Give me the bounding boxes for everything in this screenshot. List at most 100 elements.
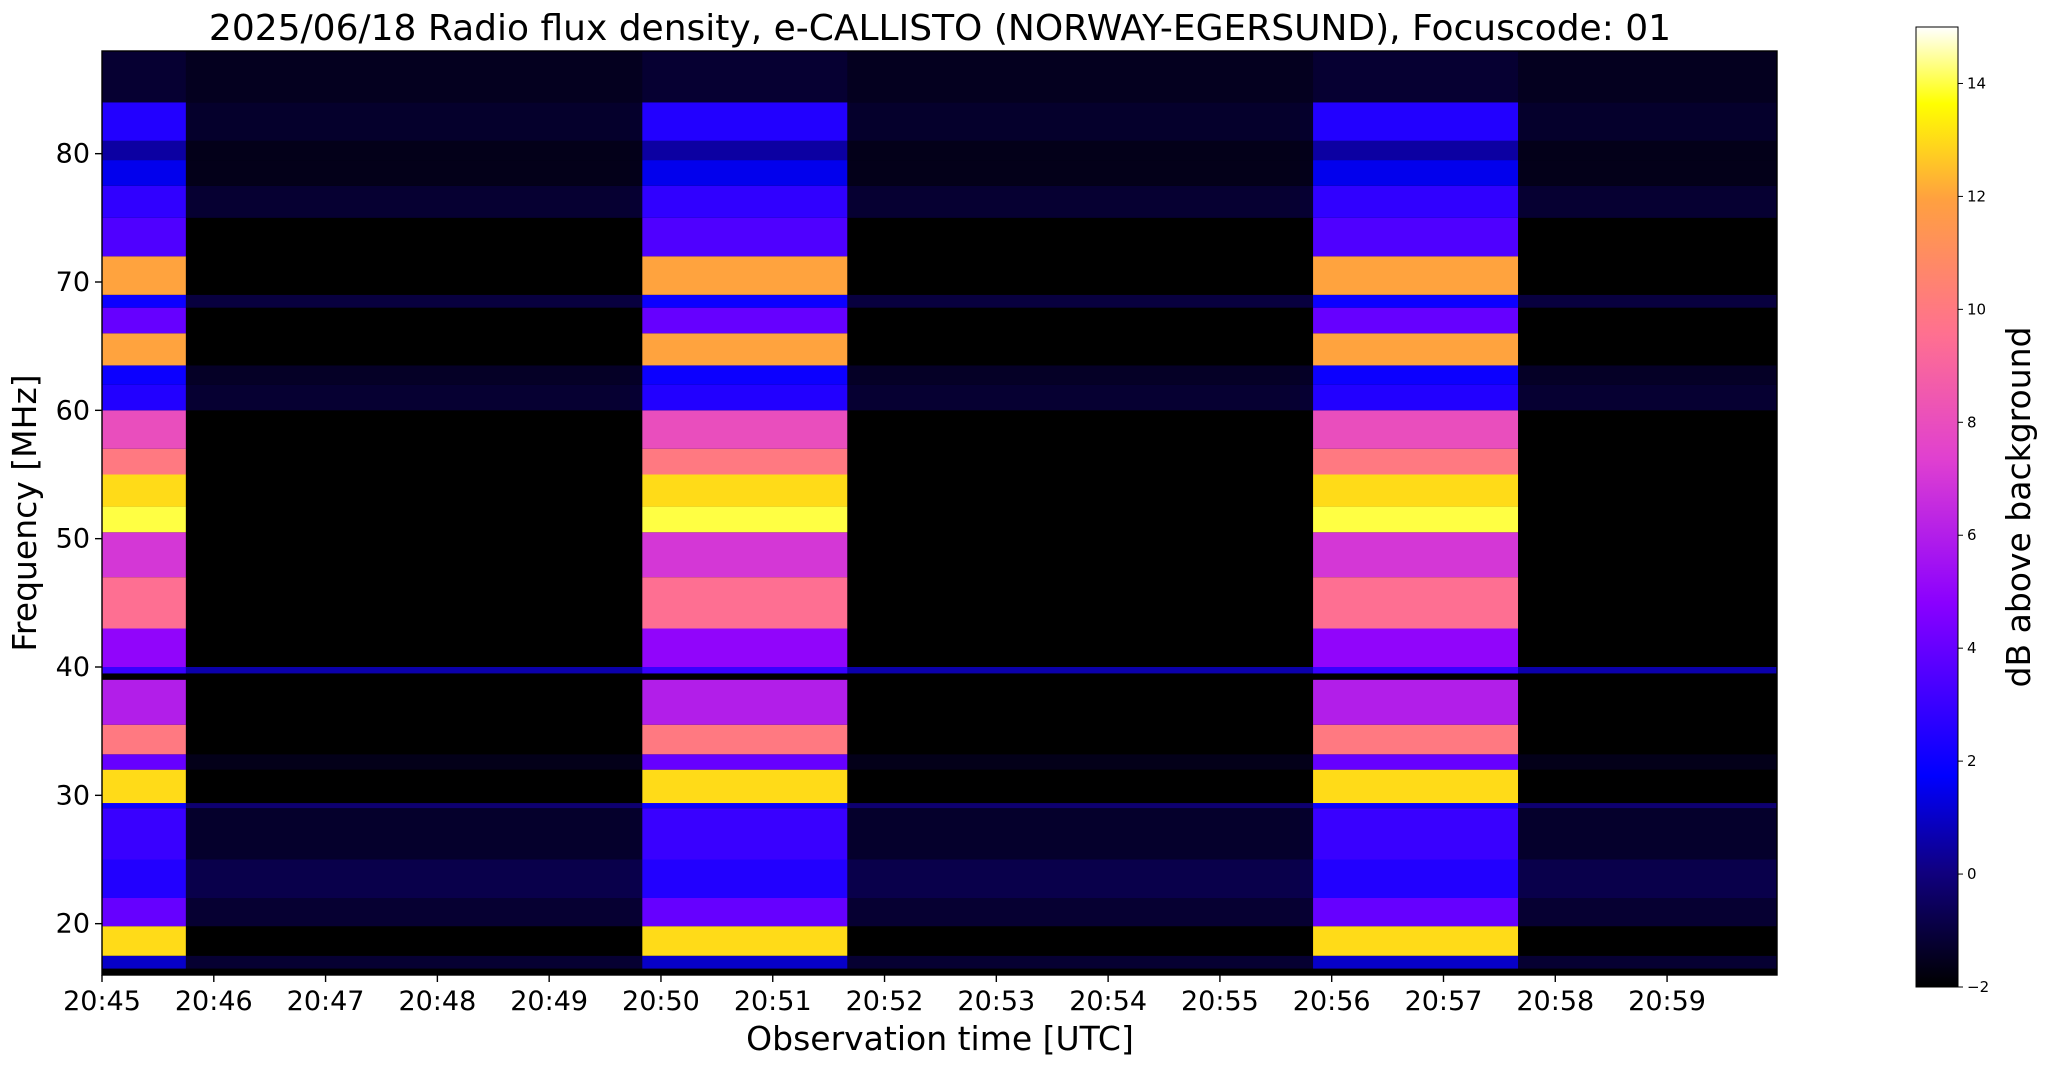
chart-title: 2025/06/18 Radio flux density, e-CALLIST… <box>209 8 1671 49</box>
colorbar-tick-label: 10 <box>1967 300 1986 318</box>
y-tick-label: 70 <box>56 267 90 298</box>
heatmap-cell-interval-0-band-1 <box>102 926 186 956</box>
heatmap-cell-interval-1-band-10 <box>642 667 848 674</box>
heatmap-cell-interval-1-band-0 <box>642 955 848 969</box>
heatmap-cell-interval-0-band-18 <box>102 384 186 411</box>
heatmap-band-background-15 <box>102 474 1777 507</box>
heatmap-cell-interval-1-band-16 <box>642 448 848 475</box>
heatmap-cell-interval-1-band-18 <box>642 384 848 411</box>
heatmap-band-background-5 <box>102 803 1777 809</box>
heatmap-cell-interval-1-band-22 <box>642 294 848 308</box>
heatmap-cell-interval-2-band-6 <box>1313 769 1519 804</box>
heatmap-cell-interval-2-band-23 <box>1313 256 1519 295</box>
heatmap-cell-interval-1-band-2 <box>642 898 848 927</box>
heatmap-cell-interval-0-band-9 <box>102 679 186 725</box>
plot-area <box>101 50 1778 976</box>
heatmap-cell-interval-2-band-17 <box>1313 410 1519 449</box>
plot-frame <box>101 50 1778 976</box>
y-tick-label: 20 <box>56 909 90 940</box>
heatmap-band-background-4 <box>102 808 1777 860</box>
colorbar-tick-label: 4 <box>1967 639 1977 657</box>
heatmap-cell-interval-1-band-6 <box>642 769 848 804</box>
colorbar-tick-label: 2 <box>1967 752 1977 770</box>
heatmap-band-background-26 <box>102 160 1777 186</box>
heatmap-cell-interval-2-band-16 <box>1313 448 1519 475</box>
heatmap-cell-interval-0-band-5 <box>102 803 186 809</box>
heatmap-cell-interval-2-band-0 <box>1313 955 1519 969</box>
heatmap-cell-interval-0-band-15 <box>102 474 186 507</box>
heatmap-band-background-3 <box>102 859 1777 898</box>
x-tick-label: 20:53 <box>957 986 1035 1017</box>
heatmap-cell-interval-1-band-3 <box>642 859 848 898</box>
heatmap-cell-interval-0-band-11 <box>102 628 186 667</box>
heatmap-cell-interval-0-band-27 <box>102 140 186 161</box>
heatmap-band-background-8 <box>102 724 1777 755</box>
heatmap-band-background-17 <box>102 410 1777 449</box>
heatmap-cell-interval-0-band-28 <box>102 102 186 141</box>
heatmap-band-background-12 <box>102 577 1777 629</box>
heatmap-band-background-29 <box>102 51 1777 103</box>
y-axis-label: Frequency [MHz] <box>5 374 44 651</box>
heatmap-cells <box>102 51 1777 969</box>
heatmap-band-background-1 <box>102 926 1777 956</box>
heatmap-cell-interval-1-band-26 <box>642 160 848 186</box>
x-tick-label: 20:54 <box>1069 986 1147 1017</box>
heatmap-band-background-13 <box>102 532 1777 578</box>
heatmap-cell-interval-2-band-11 <box>1313 628 1519 667</box>
heatmap-cell-interval-0-band-3 <box>102 859 186 898</box>
heatmap-cell-interval-0-band-19 <box>102 365 186 385</box>
heatmap-band-background-23 <box>102 256 1777 295</box>
heatmap-cell-interval-0-band-24 <box>102 217 186 257</box>
colorbar-tick-label: 0 <box>1967 865 1977 883</box>
heatmap-cell-interval-0-band-22 <box>102 294 186 308</box>
heatmap-cell-interval-0-band-4 <box>102 808 186 860</box>
heatmap-band-background-16 <box>102 448 1777 475</box>
heatmap-cell-interval-0-band-10 <box>102 667 186 674</box>
colorbar-ticks: −2 0 2 4 6 8 10 12 14 <box>1958 74 1989 996</box>
heatmap-cell-interval-0-band-29 <box>102 51 186 103</box>
x-tick-label: 20:45 <box>63 986 141 1017</box>
heatmap-cell-interval-0-band-26 <box>102 160 186 186</box>
x-tick-label: 20:46 <box>175 986 253 1017</box>
x-tick-label: 20:59 <box>1628 986 1706 1017</box>
heatmap-cell-interval-0-band-2 <box>102 898 186 927</box>
heatmap-cell-interval-1-band-15 <box>642 474 848 507</box>
x-tick-label: 20:52 <box>846 986 924 1017</box>
heatmap-cell-interval-1-band-24 <box>642 217 848 257</box>
heatmap-band-background-22 <box>102 294 1777 308</box>
x-tick-label: 20:50 <box>622 986 700 1017</box>
heatmap-cell-interval-2-band-1 <box>1313 926 1519 956</box>
heatmap-cell-interval-1-band-4 <box>642 808 848 860</box>
heatmap-cell-interval-1-band-19 <box>642 365 848 385</box>
heatmap-cell-interval-2-band-8 <box>1313 724 1519 755</box>
colorbar-tick-label: 14 <box>1967 74 1986 92</box>
x-tick-label: 20:48 <box>398 986 476 1017</box>
heatmap-cell-interval-0-band-6 <box>102 769 186 804</box>
colorbar-tick-label: 8 <box>1967 413 1977 431</box>
heatmap-cell-interval-2-band-28 <box>1313 102 1519 141</box>
colorbar-tick-label: 6 <box>1967 526 1977 544</box>
heatmap-cell-interval-1-band-14 <box>642 506 848 533</box>
y-tick-label: 80 <box>56 139 90 170</box>
heatmap-cell-interval-2-band-22 <box>1313 294 1519 308</box>
heatmap-cell-interval-2-band-18 <box>1313 384 1519 411</box>
heatmap-cell-interval-0-band-14 <box>102 506 186 533</box>
x-tick-label: 20:58 <box>1516 986 1594 1017</box>
y-tick-label: 40 <box>56 652 90 683</box>
heatmap-cell-interval-1-band-21 <box>642 307 848 334</box>
heatmap-band-background-0 <box>102 955 1777 969</box>
heatmap-cell-interval-0-band-0 <box>102 955 186 969</box>
heatmap-cell-interval-2-band-4 <box>1313 808 1519 860</box>
heatmap-cell-interval-2-band-15 <box>1313 474 1519 507</box>
heatmap-band-background-24 <box>102 217 1777 257</box>
heatmap-cell-interval-1-band-12 <box>642 577 848 629</box>
heatmap-band-background-6 <box>102 769 1777 804</box>
heatmap-cell-interval-2-band-9 <box>1313 679 1519 725</box>
heatmap-band-background-25 <box>102 185 1777 218</box>
heatmap-band-background-9 <box>102 679 1777 725</box>
heatmap-cell-interval-2-band-20 <box>1313 333 1519 366</box>
heatmap-cell-interval-2-band-27 <box>1313 140 1519 161</box>
heatmap-cell-interval-1-band-1 <box>642 926 848 956</box>
heatmap-cell-interval-2-band-29 <box>1313 51 1519 103</box>
heatmap-cell-interval-2-band-24 <box>1313 217 1519 257</box>
